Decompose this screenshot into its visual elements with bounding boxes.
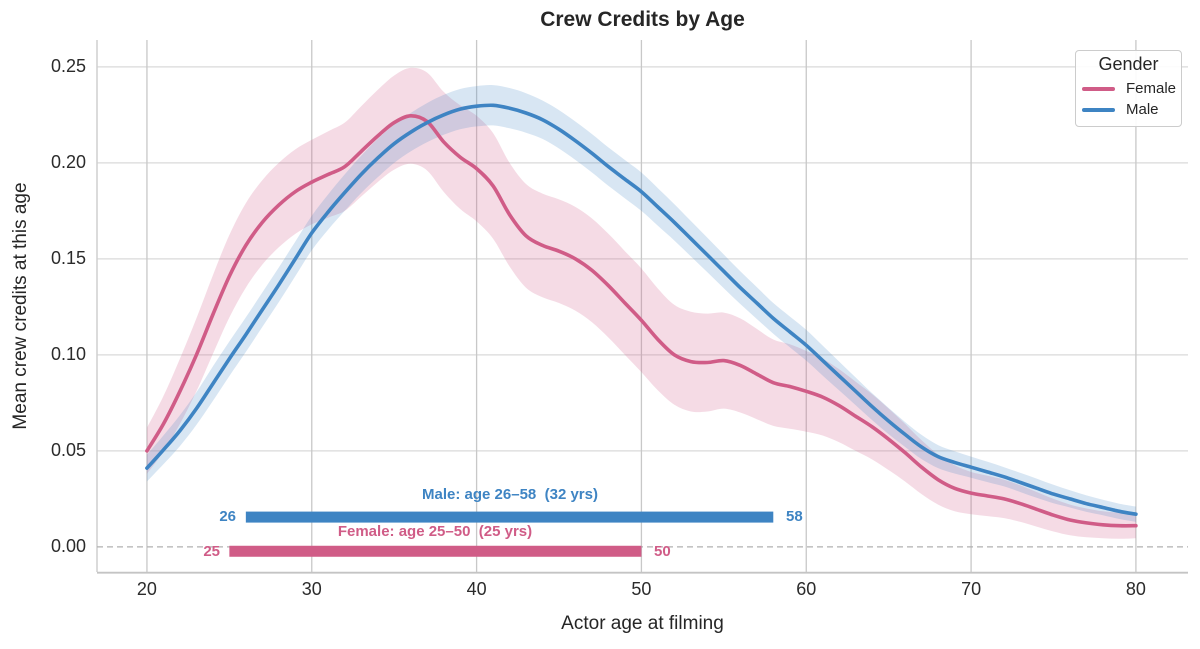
female-line-swatch-icon [1082,86,1115,91]
x-tick-label: 80 [1125,579,1146,599]
y-tick-label: 0.05 [50,439,86,460]
legend: Gender Female Male [1075,50,1182,127]
male-line-swatch-icon [1082,107,1115,112]
x-tick-label: 50 [631,579,652,599]
female-bar-start-age: 25 [203,543,220,560]
female-range-annotation: Female: age 25–50 (25 yrs) [337,523,533,540]
y-tick-label: 0.20 [50,151,86,172]
y-tick-label: 0.15 [50,247,86,268]
y-tick-label: 0.00 [50,535,86,556]
male-mean-line [145,103,1138,516]
y-axis-label: Mean crew credits at this age [10,182,31,430]
legend-title: Gender [1098,54,1159,74]
legend-label-male: Male [1126,101,1159,118]
male-bar-start-age: 26 [219,508,236,525]
male-bar-end-age: 58 [786,508,803,525]
female-mean-line [145,113,1138,528]
legend-label-female: Female [1126,80,1177,97]
x-axis-label: Actor age at filming [561,613,724,634]
male-confidence-band [146,85,1136,522]
x-tick-label: 20 [136,579,157,599]
legend-item-female: Female [1082,78,1177,99]
male-range-annotation: Male: age 26–58 (32 yrs) [422,486,598,503]
female-bar-end-age: 50 [654,543,671,560]
chart-title: Crew Credits by Age [540,8,745,31]
y-tick-label: 0.10 [50,343,86,364]
x-tick-label: 70 [961,579,982,599]
y-tick-label: 0.25 [50,55,86,76]
male-age-range-bar [245,511,774,523]
x-tick-label: 30 [301,579,322,599]
female-age-range-bar [229,545,642,557]
x-tick-label: 60 [796,579,817,599]
legend-item-male: Male [1082,99,1175,120]
x-tick-label: 40 [466,579,487,599]
